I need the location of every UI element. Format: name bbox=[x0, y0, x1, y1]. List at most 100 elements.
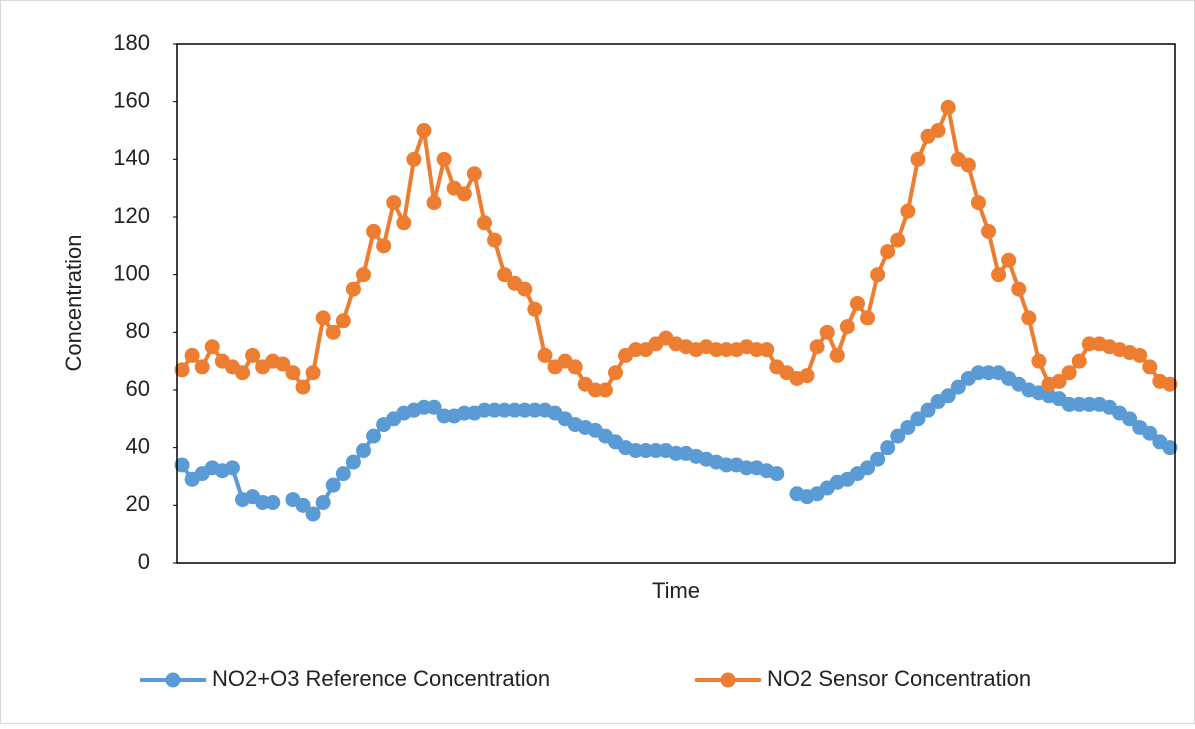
y-tick-label: 100 bbox=[113, 260, 150, 285]
legend-marker bbox=[720, 672, 736, 688]
marker bbox=[426, 399, 442, 415]
marker bbox=[517, 281, 533, 297]
marker bbox=[839, 319, 855, 335]
marker bbox=[345, 454, 361, 470]
marker bbox=[245, 347, 261, 363]
marker bbox=[1142, 359, 1158, 375]
marker bbox=[366, 428, 382, 444]
marker bbox=[325, 477, 341, 493]
marker bbox=[759, 342, 775, 358]
marker bbox=[466, 166, 482, 182]
y-tick-label: 180 bbox=[113, 30, 150, 55]
marker bbox=[1021, 310, 1037, 326]
x-axis-title: Time bbox=[652, 578, 700, 603]
marker bbox=[940, 99, 956, 115]
y-tick-label: 40 bbox=[126, 433, 150, 458]
marker bbox=[325, 324, 341, 340]
marker bbox=[860, 310, 876, 326]
marker bbox=[880, 244, 896, 260]
marker bbox=[1142, 425, 1158, 441]
marker bbox=[295, 379, 311, 395]
marker bbox=[1132, 347, 1148, 363]
marker bbox=[920, 402, 936, 418]
marker bbox=[275, 356, 291, 372]
marker bbox=[406, 151, 422, 167]
legend-label: NO2+O3 Reference Concentration bbox=[212, 666, 550, 691]
marker bbox=[1071, 353, 1087, 369]
marker bbox=[366, 223, 382, 239]
marker bbox=[1162, 376, 1178, 392]
marker bbox=[335, 313, 351, 329]
marker bbox=[416, 123, 432, 138]
marker bbox=[305, 365, 321, 381]
y-tick-label: 20 bbox=[126, 491, 150, 516]
marker bbox=[487, 232, 503, 248]
marker bbox=[295, 497, 311, 513]
series bbox=[174, 99, 1178, 398]
marker bbox=[1001, 252, 1017, 268]
marker bbox=[809, 339, 825, 355]
marker bbox=[396, 215, 412, 231]
marker bbox=[890, 428, 906, 444]
marker bbox=[981, 223, 997, 239]
marker bbox=[456, 186, 472, 202]
marker bbox=[991, 267, 1007, 283]
marker bbox=[345, 281, 361, 297]
marker bbox=[376, 238, 392, 254]
marker bbox=[174, 457, 190, 473]
marker bbox=[940, 388, 956, 404]
marker bbox=[315, 310, 331, 326]
marker bbox=[174, 362, 190, 378]
series bbox=[174, 365, 1178, 522]
marker bbox=[910, 411, 926, 427]
marker bbox=[900, 203, 916, 219]
y-tick-label: 140 bbox=[113, 145, 150, 170]
legend-marker bbox=[165, 672, 181, 688]
marker bbox=[860, 460, 876, 476]
marker bbox=[204, 339, 220, 355]
marker bbox=[426, 195, 442, 211]
marker bbox=[1051, 373, 1067, 389]
plot-border bbox=[176, 43, 1176, 564]
marker bbox=[355, 267, 371, 283]
marker bbox=[305, 506, 321, 522]
marker bbox=[870, 267, 886, 283]
marker bbox=[315, 494, 331, 510]
marker bbox=[335, 466, 351, 482]
marker bbox=[970, 195, 986, 211]
marker bbox=[890, 232, 906, 248]
marker bbox=[194, 359, 210, 375]
y-axis-title: Concentration bbox=[61, 235, 86, 372]
marker bbox=[1011, 281, 1027, 297]
marker bbox=[870, 451, 886, 467]
marker bbox=[930, 123, 946, 138]
marker bbox=[224, 460, 240, 476]
marker bbox=[829, 347, 845, 363]
marker bbox=[1061, 365, 1077, 381]
marker bbox=[880, 440, 896, 456]
plot-area: 0 20 40 60 80 100 120 140 160 180 bbox=[113, 30, 1178, 574]
marker bbox=[265, 494, 281, 510]
marker bbox=[950, 379, 966, 395]
marker bbox=[567, 359, 583, 375]
marker bbox=[849, 296, 865, 311]
marker bbox=[1122, 411, 1138, 427]
marker bbox=[819, 324, 835, 340]
marker bbox=[285, 365, 301, 381]
marker bbox=[497, 267, 513, 283]
marker bbox=[597, 382, 613, 398]
y-tick-label: 0 bbox=[138, 549, 150, 574]
marker bbox=[1031, 353, 1047, 369]
marker bbox=[769, 466, 785, 482]
marker bbox=[910, 151, 926, 167]
legend: NO2+O3 Reference Concentration NO2 Sensor… bbox=[140, 666, 1031, 691]
marker bbox=[235, 365, 251, 381]
y-tick-label: 120 bbox=[113, 203, 150, 228]
legend-label: NO2 Sensor Concentration bbox=[767, 666, 1031, 691]
marker bbox=[960, 157, 976, 173]
marker bbox=[436, 151, 452, 167]
y-tick-label: 160 bbox=[113, 87, 150, 112]
marker bbox=[799, 368, 815, 384]
